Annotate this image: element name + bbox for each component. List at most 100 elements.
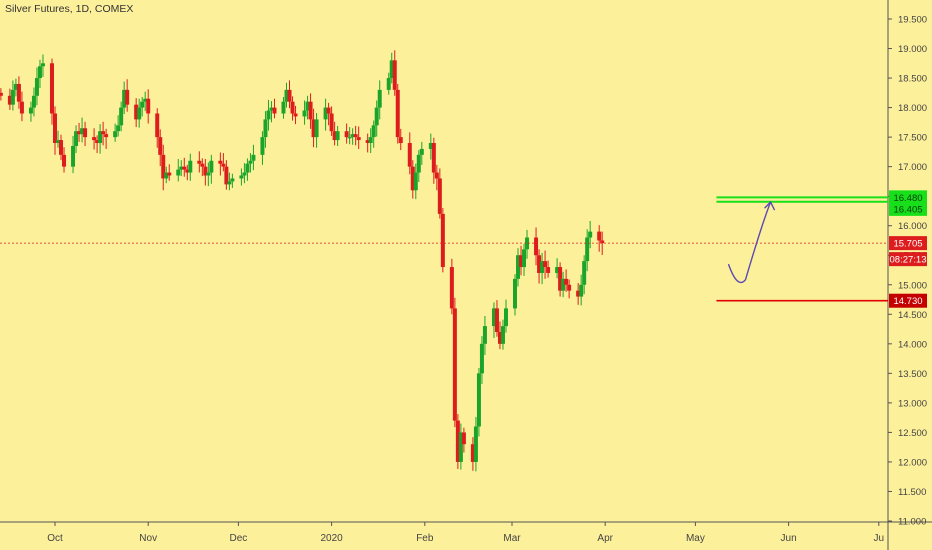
- candle-body: [398, 137, 403, 144]
- candle-body: [326, 107, 331, 114]
- candle-body: [143, 98, 148, 102]
- candle-body: [19, 101, 24, 114]
- current-price-label: 15.705: [893, 239, 922, 250]
- candle-body: [537, 255, 542, 273]
- candle-body: [272, 107, 277, 114]
- candle-body: [413, 172, 418, 191]
- candle-body: [290, 101, 295, 114]
- candle-body: [540, 261, 545, 273]
- candle-body: [218, 160, 223, 164]
- x-tick-label: Apr: [597, 533, 613, 544]
- candle-body: [182, 166, 187, 170]
- y-tick-label: 15.000: [898, 280, 927, 291]
- candle-body: [365, 140, 370, 144]
- y-tick-label: 14.500: [898, 310, 927, 321]
- candle-body: [101, 131, 106, 135]
- candle-body: [113, 131, 118, 138]
- candle-body: [476, 373, 481, 427]
- candle-body: [494, 308, 499, 333]
- candle-body: [269, 107, 274, 111]
- candle-body: [597, 231, 602, 241]
- candle-body: [555, 267, 560, 273]
- candle-body: [392, 60, 397, 90]
- candle-body: [185, 169, 190, 173]
- support-price-label-box: [889, 293, 927, 308]
- candle-body: [371, 125, 376, 138]
- candle-body: [332, 131, 337, 141]
- candle-body: [522, 249, 527, 268]
- candle-body: [179, 166, 184, 170]
- chart-title: Silver Futures, 1D, COMEX: [5, 3, 134, 15]
- candle-body: [92, 137, 97, 141]
- candle-body: [419, 148, 424, 155]
- x-tick-label: Oct: [47, 533, 63, 544]
- candle-body: [308, 101, 313, 120]
- candle-body: [74, 131, 79, 146]
- current-price-label-box: [889, 236, 927, 251]
- candle-body: [368, 137, 373, 144]
- candle-body: [167, 172, 172, 176]
- candle-body: [356, 137, 361, 141]
- candle-body: [230, 178, 235, 182]
- candle-body: [80, 128, 85, 135]
- candle-body: [122, 89, 127, 108]
- candle-body: [293, 113, 298, 117]
- candle-body: [588, 231, 593, 238]
- candle-body: [561, 278, 566, 291]
- candle-body: [410, 166, 415, 191]
- candle-body: [200, 163, 205, 167]
- candle-body: [344, 131, 349, 138]
- candle-body: [377, 89, 382, 108]
- candle-body: [503, 308, 508, 327]
- x-tick-label: Nov: [139, 533, 157, 544]
- y-tick-label: 12.500: [898, 428, 927, 439]
- candle-body: [479, 343, 484, 374]
- candle-body: [567, 284, 572, 291]
- support-price-label: 14.730: [893, 296, 922, 307]
- candle-body: [0, 92, 3, 96]
- candle-body: [335, 131, 340, 141]
- candle-body: [158, 137, 163, 155]
- candle-body: [188, 160, 193, 173]
- candle-body: [585, 237, 590, 262]
- candle-body: [576, 290, 581, 297]
- candle-body: [221, 163, 226, 167]
- candle-body: [482, 326, 487, 344]
- y-tick-label: 14.000: [898, 339, 927, 350]
- candle-body: [374, 107, 379, 126]
- candle-body: [564, 278, 569, 285]
- candle-body: [461, 432, 466, 445]
- candle-body: [434, 172, 439, 179]
- candle-body: [407, 143, 412, 167]
- candle-body: [266, 110, 271, 120]
- candle-body: [470, 444, 475, 462]
- candle-body: [440, 213, 445, 268]
- projection-arrow[interactable]: [727, 201, 772, 284]
- candle-body: [40, 63, 45, 67]
- candle-body: [305, 101, 310, 111]
- candle-body: [263, 119, 268, 138]
- candle-body: [140, 101, 145, 108]
- candle-body: [431, 143, 436, 173]
- x-tick-label: Feb: [416, 533, 434, 544]
- candle-body: [497, 332, 502, 344]
- candle-body: [543, 261, 548, 268]
- candle-body: [28, 107, 33, 114]
- resistance-lower-label: 16.405: [893, 204, 922, 215]
- candle-body: [491, 308, 496, 327]
- candle-body: [49, 63, 54, 114]
- y-tick-label: 13.000: [898, 398, 927, 409]
- candle-body: [525, 237, 530, 250]
- candle-body: [104, 134, 109, 138]
- candle-body: [513, 278, 518, 309]
- y-tick-label: 11.500: [898, 487, 926, 498]
- candle-body: [77, 131, 82, 135]
- candle-body: [314, 119, 319, 138]
- candle-body: [353, 134, 358, 138]
- candle-body: [146, 98, 151, 114]
- candle-body: [197, 160, 202, 164]
- candle-body: [176, 169, 181, 176]
- candle-body: [395, 89, 400, 138]
- candle-body: [95, 140, 100, 144]
